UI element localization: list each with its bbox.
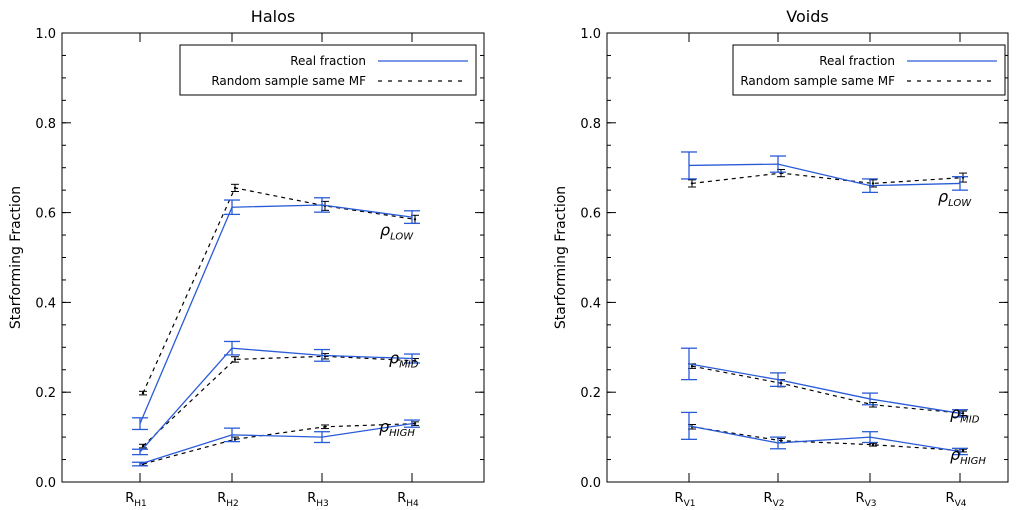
y-axis-label: Starforming Fraction [8, 186, 24, 329]
density-group-label-main: ρ [950, 445, 960, 464]
random-series-line [691, 172, 964, 185]
x-tick-label-sub: V3 [865, 499, 877, 509]
y-axis-label: Starforming Fraction [553, 186, 569, 329]
density-group-label: ρHIGH [379, 417, 415, 439]
density-group-label: ρMID [950, 403, 980, 425]
x-tick-label: RH1 [125, 491, 147, 509]
x-tick-label-main: R [675, 491, 684, 506]
plot-frame [61, 32, 485, 483]
legend-box [179, 44, 477, 96]
density-group-label-sub: LOW [390, 232, 414, 243]
y-tick-label: 0.0 [35, 476, 56, 491]
real-series-line [139, 204, 413, 424]
legend-real-label: Real fraction [819, 54, 895, 68]
x-tick-label-main: R [125, 491, 134, 506]
random-point [413, 218, 417, 221]
chart-title: Halos [251, 7, 295, 26]
chart-panel-halos: Halos Starforming Fraction 0.0 0.2 0.4 0.6 0.8… [8, 7, 485, 509]
x-tick-label-sub: H3 [316, 499, 329, 509]
density-group-label-main: ρ [379, 417, 389, 436]
y-tick-label: 0.4 [580, 296, 601, 311]
x-tick-label: RV4 [946, 491, 967, 509]
random-point [779, 382, 783, 385]
x-tick-label-main: R [307, 491, 316, 506]
density-group-label-main: ρ [389, 349, 399, 368]
random-point [961, 449, 965, 452]
x-tick-label-sub: V4 [955, 499, 967, 509]
y-tick-label: 1.0 [35, 27, 56, 42]
real-series-line [688, 425, 961, 453]
density-group-label: ρMID [389, 349, 419, 371]
x-tick-label: RH2 [217, 491, 239, 509]
real-series-line [688, 363, 961, 414]
x-tick-label: RH3 [307, 491, 329, 509]
y-tick-label: 1.0 [580, 27, 601, 42]
density-group-label-main: ρ [380, 221, 390, 240]
x-tick-label-sub: H2 [226, 499, 239, 509]
y-tick-label: 0.2 [35, 386, 56, 401]
random-point [233, 186, 237, 190]
real-series-line [139, 347, 413, 453]
y-tick-label: 0.8 [35, 117, 56, 132]
random-point [141, 444, 145, 448]
y-tick-label: 0.2 [580, 386, 601, 401]
random-series-line [142, 355, 416, 447]
y-tick-label: 0.8 [580, 117, 601, 132]
y-tick-label: 0.0 [580, 476, 601, 491]
density-group-label: ρHIGH [950, 445, 986, 467]
chart-panel-voids: Voids Starforming Fraction 0.0 0.2 0.4 0.6 0.8… [553, 7, 1009, 509]
random-point [690, 364, 694, 368]
random-point [961, 412, 965, 415]
x-tick-label-main: R [397, 491, 406, 506]
random-point [413, 422, 417, 425]
x-tick-label-sub: H4 [406, 499, 419, 509]
random-point [690, 182, 694, 185]
density-group-label-sub: HIGH [960, 456, 986, 467]
density-group-label-sub: MID [960, 414, 980, 425]
legend-random-label: Random sample same MF [740, 74, 895, 88]
density-group-label: ρLOW [938, 187, 972, 209]
x-tick-label: RV1 [675, 491, 696, 509]
x-tick-label-main: R [856, 491, 865, 506]
random-point [323, 425, 327, 428]
legend-real-label: Real fraction [290, 54, 366, 68]
random-point [779, 439, 783, 442]
density-group-label-sub: HIGH [389, 428, 415, 439]
x-tick-label-main: R [217, 491, 226, 506]
real-series-line [139, 422, 413, 465]
y-tick-label: 0.6 [580, 207, 601, 222]
x-tick-label-main: R [764, 491, 773, 506]
density-group-label-main: ρ [950, 403, 960, 422]
y-tick-label: 0.4 [35, 296, 56, 311]
random-point [871, 443, 875, 446]
random-point [141, 391, 145, 395]
random-point [233, 438, 237, 441]
random-series-line [691, 365, 964, 414]
chart-title: Voids [786, 7, 828, 26]
x-tick-label: RV3 [856, 491, 877, 509]
random-point [233, 358, 237, 361]
x-tick-label-main: R [946, 491, 955, 506]
x-tick-label: RV2 [764, 491, 785, 509]
random-point [413, 359, 417, 362]
random-series-line [142, 187, 416, 394]
legend-random-label: Random sample same MF [211, 74, 366, 88]
y-tick-label: 0.6 [35, 207, 56, 222]
density-group-label-main: ρ [938, 187, 948, 206]
density-group-label-sub: MID [399, 360, 419, 371]
density-group-label-sub: LOW [948, 198, 972, 209]
x-tick-label: RH4 [397, 491, 419, 509]
random-series-line [691, 426, 964, 452]
plot-frame [606, 32, 1009, 483]
x-tick-label-sub: H1 [134, 499, 147, 509]
x-tick-label-sub: V2 [773, 499, 785, 509]
density-group-label: ρLOW [380, 221, 414, 243]
legend-box [732, 44, 1006, 96]
x-tick-label-sub: V1 [684, 499, 696, 509]
random-point [871, 182, 875, 185]
real-series-line [688, 163, 961, 187]
